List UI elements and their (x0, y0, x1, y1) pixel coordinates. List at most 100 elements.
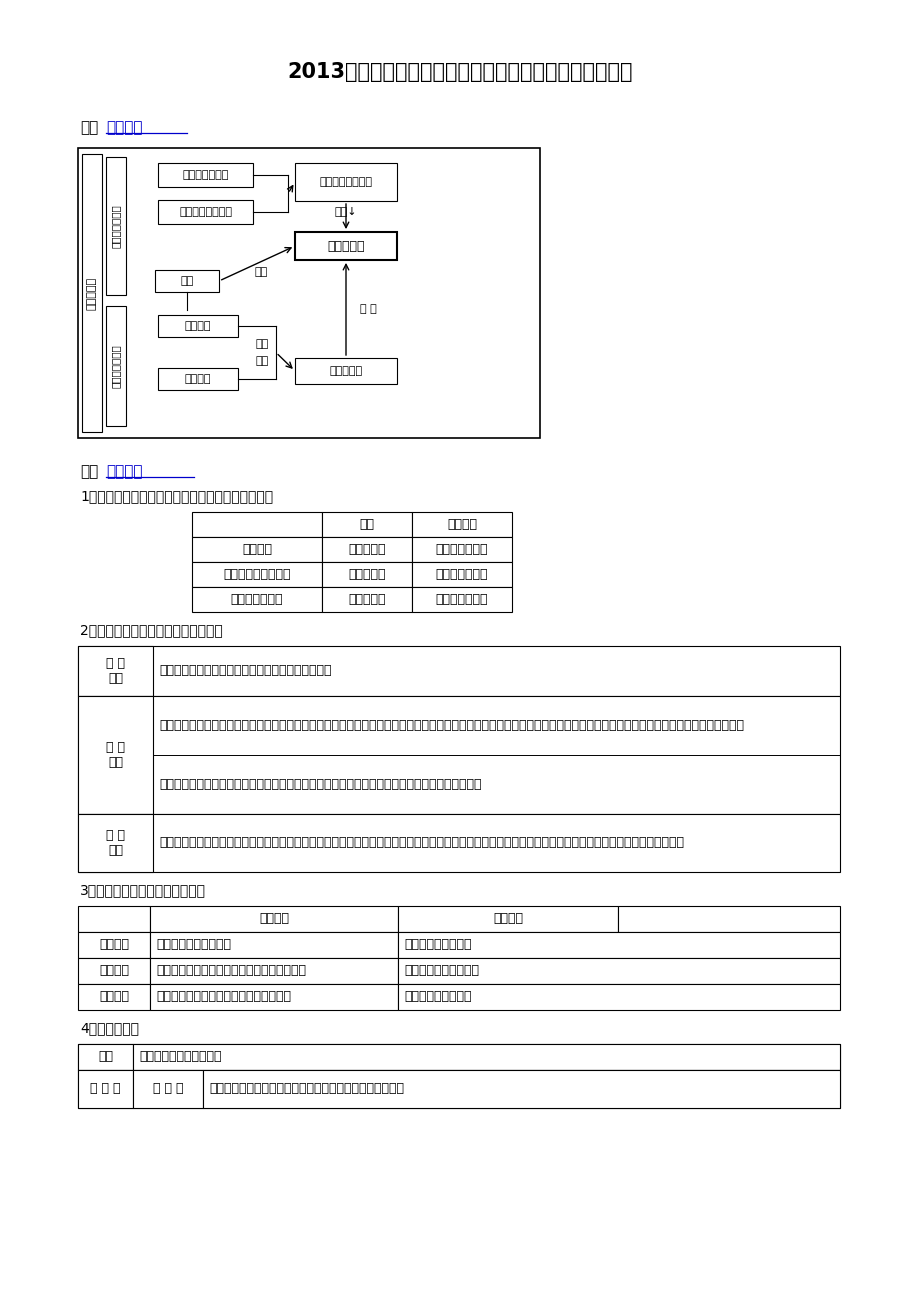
Text: 自己的劳动: 自己的劳动 (348, 543, 385, 556)
Text: 经济体制: 经济体制 (99, 991, 129, 1004)
Text: 按个体劳动成果分配: 按个体劳动成果分配 (223, 568, 290, 581)
Bar (158, 163, 253, 187)
Text: 财政收入的分配: 财政收入的分配 (111, 344, 121, 388)
Bar (78, 697, 839, 814)
Bar (78, 958, 150, 984)
Text: 发展经济，增加财政收入: 发展经济，增加财政收入 (139, 1051, 221, 1064)
Text: 财政支出: 财政支出 (185, 374, 211, 384)
Bar (78, 932, 150, 958)
Bar (295, 232, 397, 260)
Bar (78, 906, 150, 932)
Bar (106, 306, 126, 426)
Text: 财政的作用: 财政的作用 (329, 366, 362, 376)
Bar (150, 906, 398, 932)
Bar (158, 368, 238, 391)
Text: 提高效率: 提高效率 (259, 913, 289, 926)
Bar (78, 984, 150, 1010)
Text: 坚持以按劳分配为主体: 坚持以按劳分配为主体 (403, 965, 479, 978)
Text: 所有制度: 所有制度 (99, 939, 129, 952)
Text: 自己的劳动: 自己的劳动 (348, 568, 385, 581)
Text: 关键: 关键 (98, 1051, 113, 1064)
Bar (78, 814, 839, 872)
Text: 按劳动要素分配: 按劳动要素分配 (231, 592, 283, 605)
Bar (133, 1044, 839, 1070)
Text: 促进公平: 促进公平 (493, 913, 522, 926)
Bar (192, 562, 322, 587)
Text: 发 生 作: 发 生 作 (90, 1082, 120, 1095)
Text: 充分发挥市场在资源配置中的基础性作用: 充分发挥市场在资源配置中的基础性作用 (156, 991, 290, 1004)
Text: 个人收入的分配: 个人收入的分配 (111, 204, 121, 247)
Text: 方向: 方向 (255, 357, 268, 366)
Text: 促 进: 促 进 (359, 303, 376, 314)
Text: 生产资料: 生产资料 (447, 518, 476, 531)
Text: 一、: 一、 (80, 121, 98, 135)
Bar (158, 315, 238, 337)
Text: 多种所有经济共同发展: 多种所有经济共同发展 (156, 939, 231, 952)
Bar (322, 562, 412, 587)
Text: 3．效率与公平的制度、体制保障: 3．效率与公平的制度、体制保障 (80, 883, 206, 897)
Bar (322, 536, 412, 562)
Text: 分配制度: 分配制度 (99, 965, 129, 978)
Bar (106, 158, 126, 296)
Bar (150, 932, 398, 958)
Text: 自己的生产资料: 自己的生产资料 (436, 568, 488, 581)
Bar (78, 1044, 133, 1070)
Bar (322, 587, 412, 612)
Text: 按劳分配为主体: 按劳分配为主体 (182, 171, 229, 180)
Text: 再分配更加注重公平。加强政府对收入分配的调节，保护合法收入，调节过高收入，取缔非法收入: 再分配更加注重公平。加强政府对收入分配的调节，保护合法收入，调节过高收入，取缔非… (159, 779, 481, 792)
Text: 重 要
原则: 重 要 原则 (106, 829, 125, 857)
Bar (150, 958, 398, 984)
Bar (78, 1070, 839, 1108)
Bar (78, 814, 153, 872)
Text: 财政收入分为税收收入、利润收入、债务收入以及其他收入: 财政收入分为税收收入、利润收入、债务收入以及其他收入 (209, 1082, 403, 1095)
Text: 正确处理效率与公平的关系。既要反对平均主义，又要防止收入差距过份悬殊；既要落实分配政策，又要提倡奉献精神；既要鼓励个人致富，又要倡导回报社会: 正确处理效率与公平的关系。既要反对平均主义，又要防止收入差距过份悬殊；既要落实分… (159, 836, 683, 849)
Bar (412, 536, 512, 562)
Bar (154, 270, 219, 292)
Bar (412, 587, 512, 612)
Bar (295, 163, 397, 201)
Bar (192, 512, 322, 536)
Text: 财政收入: 财政收入 (185, 322, 211, 331)
Bar (203, 1070, 839, 1108)
Bar (82, 154, 102, 432)
Text: 重 要
举措: 重 要 举措 (106, 741, 125, 769)
Text: 公有的生产资料: 公有的生产资料 (436, 543, 488, 556)
Bar (78, 1044, 839, 1070)
Text: 1．按劳分配、按个体劳动成果分配、按生产要素分: 1．按劳分配、按个体劳动成果分配、按生产要素分 (80, 490, 273, 503)
Text: 坚持按劳分配为主体、多种分配方式并存的分配制度: 坚持按劳分配为主体、多种分配方式并存的分配制度 (159, 664, 331, 677)
Bar (322, 512, 412, 536)
Bar (78, 697, 153, 814)
Bar (133, 1070, 203, 1108)
Bar (78, 148, 539, 437)
Bar (150, 984, 398, 1010)
Text: 坚持以公有制为主体: 坚持以公有制为主体 (403, 939, 471, 952)
Text: 劳动: 劳动 (359, 518, 374, 531)
Bar (398, 958, 839, 984)
Text: 自己的劳动: 自己的劳动 (348, 592, 385, 605)
Bar (78, 1070, 133, 1108)
Bar (412, 562, 512, 587)
Text: 制 度
保障: 制 度 保障 (106, 658, 125, 685)
Bar (78, 646, 839, 697)
Bar (295, 358, 397, 384)
Text: 税收: 税收 (180, 276, 193, 286)
Text: 多种分配方式并存，生产要素按贡献参与分配: 多种分配方式并存，生产要素按贡献参与分配 (156, 965, 306, 978)
Text: 现阶段的分配制度: 现阶段的分配制度 (319, 177, 372, 187)
Text: 财 政 收: 财 政 收 (153, 1082, 183, 1095)
Text: 体系构建: 体系构建 (106, 121, 142, 135)
Text: 多种分配方式并存: 多种分配方式并存 (179, 207, 232, 217)
Bar (412, 512, 512, 536)
Bar (618, 906, 839, 932)
Text: 4．财政的作用: 4．财政的作用 (80, 1021, 139, 1035)
Bar (398, 906, 618, 932)
Text: 2013年艺术生高考政治备考知识点津专题三：收入和分配: 2013年艺术生高考政治备考知识点津专题三：收入和分配 (287, 62, 632, 82)
Text: 按劳分配: 按劳分配 (242, 543, 272, 556)
Text: 别人的生产资料: 别人的生产资料 (436, 592, 488, 605)
Text: 数量: 数量 (255, 340, 268, 349)
Text: 核心整合: 核心整合 (106, 465, 142, 479)
Bar (192, 536, 322, 562)
Text: 2．实现社会公平，完善收入分配格局: 2．实现社会公平，完善收入分配格局 (80, 622, 222, 637)
Bar (192, 587, 322, 612)
Bar (158, 201, 253, 224)
Text: 调节: 调节 (254, 267, 267, 277)
